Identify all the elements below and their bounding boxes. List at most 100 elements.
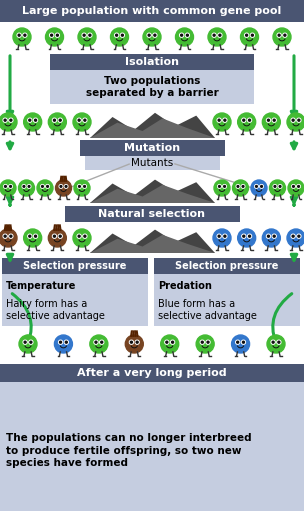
Circle shape (24, 229, 42, 247)
Circle shape (224, 185, 226, 187)
Circle shape (171, 341, 174, 343)
Circle shape (277, 340, 281, 344)
Circle shape (278, 341, 280, 343)
FancyBboxPatch shape (85, 156, 220, 170)
Circle shape (46, 184, 49, 188)
Circle shape (4, 119, 6, 121)
Circle shape (267, 335, 285, 353)
Circle shape (224, 235, 226, 237)
Circle shape (120, 33, 124, 37)
Circle shape (268, 235, 269, 237)
Circle shape (218, 184, 221, 188)
Text: Selection pressure: Selection pressure (175, 261, 279, 271)
FancyBboxPatch shape (2, 274, 148, 326)
Circle shape (298, 119, 300, 121)
Circle shape (200, 340, 204, 344)
Circle shape (213, 113, 231, 131)
Text: Natural selection: Natural selection (98, 209, 206, 219)
Circle shape (240, 28, 258, 46)
Circle shape (78, 184, 81, 188)
Circle shape (60, 185, 62, 187)
Circle shape (288, 180, 304, 196)
Circle shape (236, 340, 240, 344)
Circle shape (292, 119, 294, 121)
Circle shape (82, 33, 86, 37)
Circle shape (84, 185, 85, 187)
Circle shape (33, 234, 37, 238)
Circle shape (10, 185, 12, 187)
Circle shape (64, 184, 68, 188)
Circle shape (4, 184, 7, 188)
Circle shape (73, 113, 91, 131)
Circle shape (279, 185, 281, 187)
Circle shape (242, 234, 246, 238)
Circle shape (5, 185, 6, 187)
Text: The populations can no longer interbreed
to produce fertile offspring, so two ne: The populations can no longer interbreed… (6, 433, 252, 468)
Circle shape (213, 229, 231, 247)
Circle shape (116, 34, 118, 36)
Circle shape (207, 341, 209, 343)
Circle shape (297, 234, 301, 238)
Circle shape (110, 28, 129, 46)
Circle shape (250, 33, 254, 37)
FancyBboxPatch shape (0, 0, 304, 22)
Circle shape (41, 184, 44, 188)
Circle shape (121, 34, 123, 36)
Circle shape (55, 33, 59, 37)
Circle shape (287, 113, 304, 131)
Circle shape (56, 180, 71, 196)
Circle shape (125, 335, 143, 353)
Circle shape (30, 341, 32, 343)
Circle shape (50, 33, 54, 37)
Circle shape (74, 180, 90, 196)
Circle shape (29, 340, 33, 344)
Text: Isolation: Isolation (125, 57, 179, 67)
Circle shape (245, 33, 249, 37)
Circle shape (4, 235, 6, 237)
Circle shape (243, 119, 245, 121)
Circle shape (23, 33, 27, 37)
Circle shape (148, 34, 150, 36)
Circle shape (10, 235, 12, 237)
FancyBboxPatch shape (0, 382, 304, 511)
Circle shape (24, 341, 26, 343)
Circle shape (46, 28, 64, 46)
Circle shape (23, 340, 27, 344)
Circle shape (59, 184, 63, 188)
Circle shape (255, 184, 258, 188)
Circle shape (298, 185, 299, 187)
Text: Selection pressure: Selection pressure (23, 261, 127, 271)
Circle shape (9, 234, 13, 238)
Circle shape (241, 340, 245, 344)
Circle shape (42, 185, 43, 187)
Circle shape (283, 33, 287, 37)
Circle shape (59, 340, 63, 344)
Circle shape (101, 341, 103, 343)
Circle shape (0, 113, 17, 131)
Circle shape (84, 235, 86, 237)
Circle shape (60, 341, 61, 343)
Circle shape (223, 234, 227, 238)
Circle shape (59, 235, 61, 237)
Circle shape (223, 118, 227, 122)
Circle shape (232, 335, 250, 353)
Circle shape (10, 119, 12, 121)
Circle shape (262, 113, 280, 131)
Circle shape (58, 234, 62, 238)
Circle shape (78, 28, 96, 46)
Circle shape (83, 118, 87, 122)
Circle shape (272, 118, 276, 122)
Circle shape (89, 34, 91, 36)
Circle shape (238, 113, 256, 131)
Circle shape (28, 185, 30, 187)
Circle shape (65, 341, 67, 343)
Circle shape (267, 118, 271, 122)
Circle shape (243, 235, 245, 237)
Circle shape (292, 235, 294, 237)
Circle shape (251, 180, 267, 196)
Polygon shape (90, 113, 215, 138)
Circle shape (247, 118, 251, 122)
Circle shape (297, 184, 300, 188)
Circle shape (48, 113, 66, 131)
Circle shape (95, 341, 97, 343)
